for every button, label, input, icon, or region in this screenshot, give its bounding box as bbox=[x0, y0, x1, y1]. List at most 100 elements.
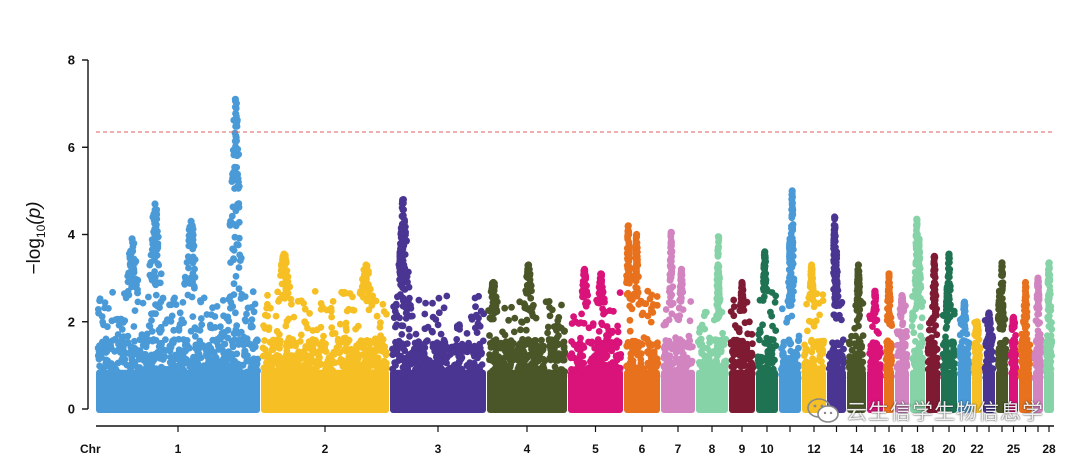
snp-point bbox=[415, 296, 423, 304]
snp-point bbox=[192, 371, 200, 379]
snp-point bbox=[458, 344, 466, 352]
snp-point bbox=[886, 320, 893, 328]
snp-point bbox=[120, 347, 128, 355]
snp-point bbox=[899, 300, 907, 308]
snp-point bbox=[356, 343, 363, 350]
snp-point bbox=[259, 344, 267, 352]
snp-point bbox=[150, 353, 158, 360]
snp-point bbox=[719, 372, 726, 380]
snp-point bbox=[688, 371, 696, 378]
peak-point bbox=[788, 187, 796, 195]
snp-point bbox=[306, 359, 314, 367]
snp-point bbox=[721, 358, 728, 366]
snp-point bbox=[672, 334, 679, 342]
snp-point bbox=[989, 334, 997, 342]
snp-point bbox=[380, 308, 388, 315]
snp-point bbox=[886, 366, 894, 374]
snp-point bbox=[995, 357, 1002, 365]
snp-point bbox=[790, 371, 798, 378]
snp-point bbox=[520, 336, 527, 344]
snp-point bbox=[170, 326, 178, 334]
snp-point bbox=[629, 345, 636, 353]
snp-point bbox=[527, 294, 535, 302]
snp-point bbox=[730, 296, 738, 304]
snp-point bbox=[555, 352, 562, 359]
snp-point bbox=[443, 354, 451, 361]
snp-point bbox=[520, 300, 528, 307]
snp-point bbox=[379, 300, 387, 308]
snp-point bbox=[343, 327, 350, 334]
snp-point bbox=[616, 364, 624, 372]
snp-point bbox=[700, 312, 708, 320]
chromosome-19-points bbox=[924, 252, 942, 413]
peak-point bbox=[489, 278, 497, 287]
snp-point bbox=[871, 344, 879, 351]
snp-point bbox=[285, 315, 293, 323]
snp-point bbox=[767, 308, 774, 316]
snp-point bbox=[728, 363, 736, 370]
snp-point bbox=[361, 371, 369, 379]
snp-point bbox=[491, 295, 499, 303]
snp-point bbox=[755, 358, 763, 365]
snp-point bbox=[232, 309, 239, 317]
peak-point bbox=[930, 252, 939, 260]
snp-point bbox=[216, 335, 224, 343]
snp-point bbox=[852, 332, 859, 340]
snp-point bbox=[232, 134, 240, 142]
snp-point bbox=[309, 345, 317, 353]
snp-point bbox=[131, 337, 138, 345]
peak-point bbox=[786, 235, 794, 243]
snp-point bbox=[646, 295, 654, 303]
snp-point bbox=[279, 291, 286, 299]
snp-point bbox=[365, 270, 372, 277]
snp-point bbox=[504, 374, 512, 382]
snp-point bbox=[854, 283, 862, 290]
snp-point bbox=[297, 331, 305, 339]
snp-point bbox=[578, 310, 585, 318]
snp-point bbox=[626, 316, 634, 324]
snp-point bbox=[610, 363, 618, 370]
snp-point bbox=[901, 342, 909, 350]
snp-point bbox=[567, 372, 575, 379]
snp-point bbox=[554, 317, 562, 324]
snp-point bbox=[488, 373, 495, 381]
points-layer bbox=[94, 95, 1056, 413]
snp-point bbox=[170, 356, 177, 364]
snp-point bbox=[200, 294, 208, 302]
snp-point bbox=[558, 301, 565, 309]
snp-point bbox=[785, 292, 793, 300]
snp-point bbox=[234, 200, 242, 208]
snp-point bbox=[265, 324, 273, 331]
snp-point bbox=[250, 308, 258, 316]
snp-point bbox=[440, 304, 448, 312]
snp-point bbox=[414, 363, 422, 370]
snp-point bbox=[819, 297, 827, 304]
snp-point bbox=[853, 365, 860, 372]
snp-point bbox=[150, 374, 158, 382]
snp-point bbox=[814, 367, 822, 374]
snp-point bbox=[677, 363, 685, 370]
snp-point bbox=[261, 337, 268, 344]
snp-point bbox=[759, 321, 766, 329]
snp-point bbox=[501, 360, 508, 367]
snp-point bbox=[320, 332, 327, 340]
snp-point bbox=[329, 298, 337, 305]
chromosome-6-points bbox=[623, 222, 662, 413]
snp-point bbox=[667, 258, 675, 265]
snp-point bbox=[479, 375, 486, 382]
chromosome-17-points bbox=[893, 292, 911, 413]
snp-point bbox=[159, 295, 167, 302]
snp-point bbox=[654, 339, 661, 347]
snp-point bbox=[665, 316, 673, 324]
snp-point bbox=[925, 326, 933, 334]
snp-point bbox=[468, 365, 476, 373]
snp-point bbox=[230, 280, 238, 288]
snp-point bbox=[346, 290, 354, 297]
snp-point bbox=[787, 274, 795, 281]
snp-point bbox=[644, 359, 652, 367]
snp-point bbox=[944, 291, 952, 298]
snp-point bbox=[166, 347, 174, 355]
snp-point bbox=[946, 273, 953, 281]
snp-point bbox=[579, 282, 587, 289]
peak-point bbox=[831, 213, 839, 221]
